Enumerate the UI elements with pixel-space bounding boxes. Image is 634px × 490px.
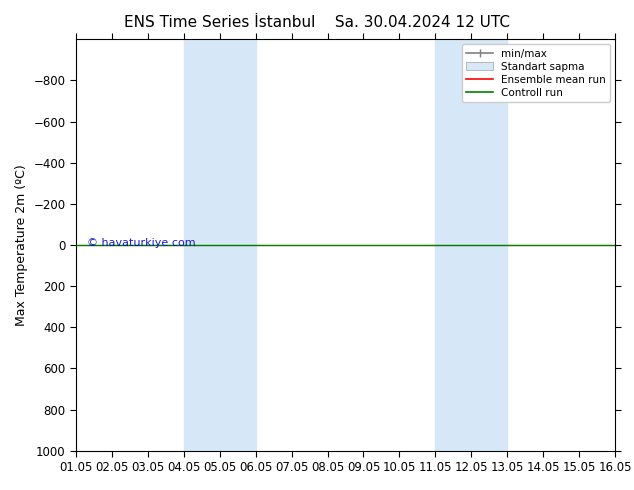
Bar [436,39,507,451]
Text: ENS Time Series İstanbul    Sa. 30.04.2024 12 UTC: ENS Time Series İstanbul Sa. 30.04.2024 … [124,15,510,30]
Bar [184,39,256,451]
Y-axis label: Max Temperature 2m (ºC): Max Temperature 2m (ºC) [15,164,28,326]
Legend: min/max, Standart sapma, Ensemble mean run, Controll run: min/max, Standart sapma, Ensemble mean r… [462,45,610,102]
Text: © havaturkiye.com: © havaturkiye.com [87,238,195,248]
